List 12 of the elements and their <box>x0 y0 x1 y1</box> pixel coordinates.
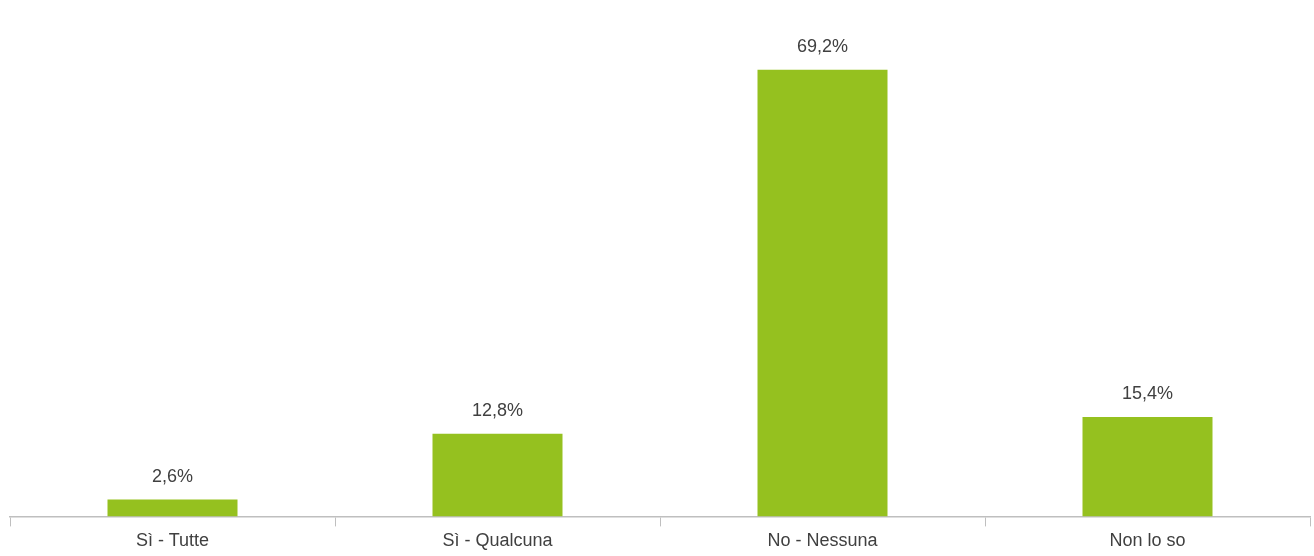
data-label: 2,6% <box>151 465 194 486</box>
bar <box>757 69 888 517</box>
bar <box>1082 416 1213 517</box>
bar <box>107 499 238 517</box>
x-tick-label: Non lo so <box>1109 530 1186 551</box>
data-label: 12,8% <box>471 399 524 420</box>
x-tick-label: Sì - Qualcuna <box>442 530 554 551</box>
x-tick-label: No - Nessuna <box>767 530 879 551</box>
data-label: 69,2% <box>796 35 849 56</box>
data-label: 15,4% <box>1121 382 1174 403</box>
x-tick-label: Sì - Tutte <box>135 530 210 551</box>
bar <box>432 433 563 517</box>
